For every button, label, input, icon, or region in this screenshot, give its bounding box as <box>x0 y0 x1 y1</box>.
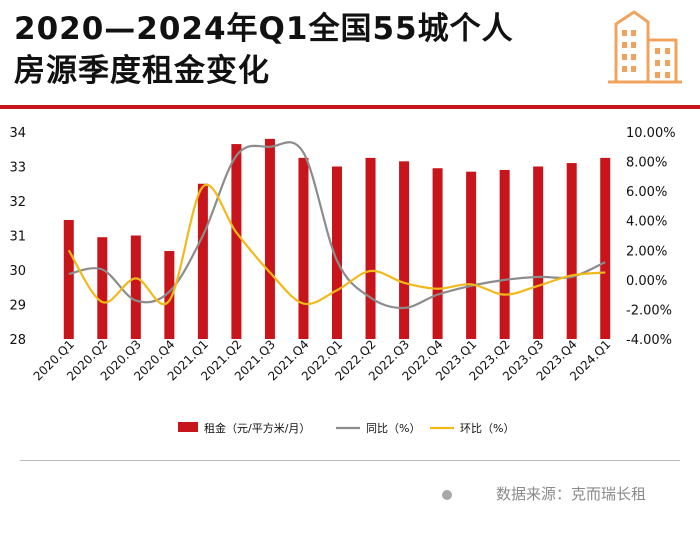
rent-bar <box>164 251 175 339</box>
right-axis-tick-label: 8.00% <box>626 156 667 171</box>
right-axis-tick-label: 2.00% <box>626 244 667 259</box>
legend-label-yoy: 同比（%） <box>366 422 420 435</box>
legend-swatch-rent <box>178 422 198 432</box>
rent-bar <box>499 169 510 339</box>
rent-bar <box>264 138 275 339</box>
footer-divider <box>20 460 680 461</box>
bullet-dot-icon <box>442 489 452 500</box>
left-axis-tick-label: 33 <box>9 161 26 176</box>
left-axis-tick-label: 32 <box>9 195 26 210</box>
rent-bar <box>399 161 410 339</box>
left-axis-tick-label: 34 <box>9 126 26 141</box>
rent-bar <box>231 144 242 339</box>
header-divider <box>0 105 700 109</box>
rent-bar <box>130 235 141 339</box>
right-axis-tick-label: -4.00% <box>626 333 672 348</box>
rent-bar <box>533 166 544 339</box>
rent-bar <box>298 157 309 339</box>
qoq-line <box>67 183 606 306</box>
rent-bar <box>432 168 443 339</box>
yoy-line <box>68 141 606 310</box>
right-axis-tick-label: 6.00% <box>626 185 667 200</box>
source-text: 数据来源：克而瑞长租 <box>496 485 647 503</box>
page-title: 2020—2024年Q1全国55城个人 房源季度租金变化 <box>14 8 514 92</box>
right-axis-tick-label: 4.00% <box>626 215 667 230</box>
rent-bar <box>332 166 342 339</box>
rent-bar <box>97 237 108 339</box>
rent-bar <box>365 157 376 339</box>
data-source: 数据来源：克而瑞长租 <box>442 483 646 504</box>
title-line-2: 房源季度租金变化 <box>14 53 270 89</box>
left-axis-tick-label: 28 <box>9 333 26 348</box>
rent-bar <box>600 157 611 339</box>
rent-bar <box>63 219 74 339</box>
title-line-1: 2020—2024年Q1全国55城个人 <box>14 11 514 47</box>
left-axis-tick-label: 29 <box>9 299 26 314</box>
legend-label-qoq: 环比（%） <box>460 422 514 435</box>
right-axis-tick-label: -2.00% <box>626 303 672 318</box>
rent-bar <box>466 171 477 339</box>
rent-bar <box>197 183 208 339</box>
rent-bar <box>566 163 577 339</box>
right-axis-tick-label: 10.00% <box>626 126 676 141</box>
left-axis-tick-label: 31 <box>9 230 26 245</box>
right-axis-tick-label: 0.00% <box>626 274 667 289</box>
legend-label-rent: 租金（元/平方米/月） <box>204 421 310 435</box>
left-axis-tick-label: 30 <box>9 264 26 279</box>
rent-chart: 28 29 30 31 32 33 34 -4.00% -2.00% 0.00% 2.00% 4.00… <box>9 126 676 435</box>
city-buildings-icon <box>608 10 682 84</box>
